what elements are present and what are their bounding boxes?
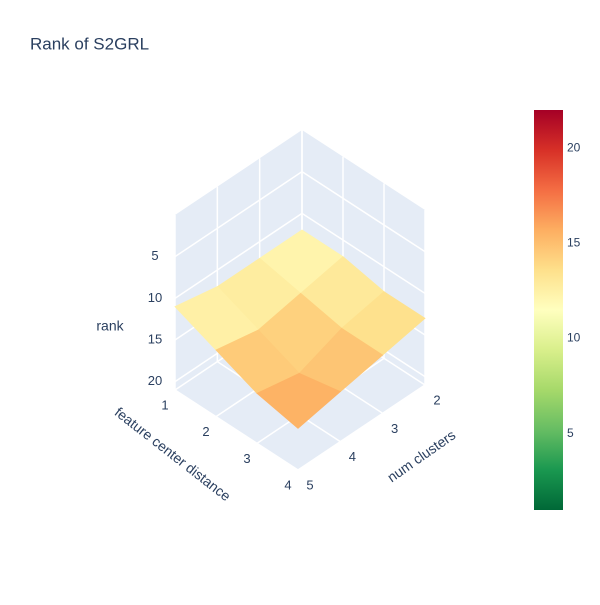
grid-line xyxy=(301,171,426,253)
y-tick-label: 3 xyxy=(391,421,398,436)
z-tick-label: 5 xyxy=(151,248,158,263)
y-tick-label: 2 xyxy=(433,392,440,407)
colorbar-gradient xyxy=(534,110,563,510)
colorbar: 5 10 15 20 xyxy=(534,110,581,510)
grid-line xyxy=(174,389,299,471)
z-tick-label: 20 xyxy=(148,373,162,388)
z-tick-label: 10 xyxy=(148,290,162,305)
x-tick-label: 4 xyxy=(284,477,291,492)
z-tick-label: 15 xyxy=(148,331,162,346)
x-axis-title: feature center distance xyxy=(112,404,234,504)
grid-line xyxy=(297,384,426,471)
z-axis-title: rank xyxy=(96,318,124,334)
y-tick-label: 4 xyxy=(349,449,356,464)
grid-line xyxy=(301,212,426,294)
x-tick-label: 1 xyxy=(161,397,168,412)
colorbar-tick-label: 15 xyxy=(567,236,581,250)
y-tick-label: 5 xyxy=(306,477,313,492)
grid-line xyxy=(174,171,303,258)
surface-patch xyxy=(256,372,342,429)
x-tick-label: 3 xyxy=(243,451,250,466)
chart-title: Rank of S2GRL xyxy=(30,34,149,53)
colorbar-tick-label: 5 xyxy=(567,426,574,440)
grid-line xyxy=(174,212,303,299)
x-tick-label: 2 xyxy=(202,424,209,439)
colorbar-tick-label: 20 xyxy=(567,140,581,154)
colorbar-tick-label: 10 xyxy=(567,331,581,345)
